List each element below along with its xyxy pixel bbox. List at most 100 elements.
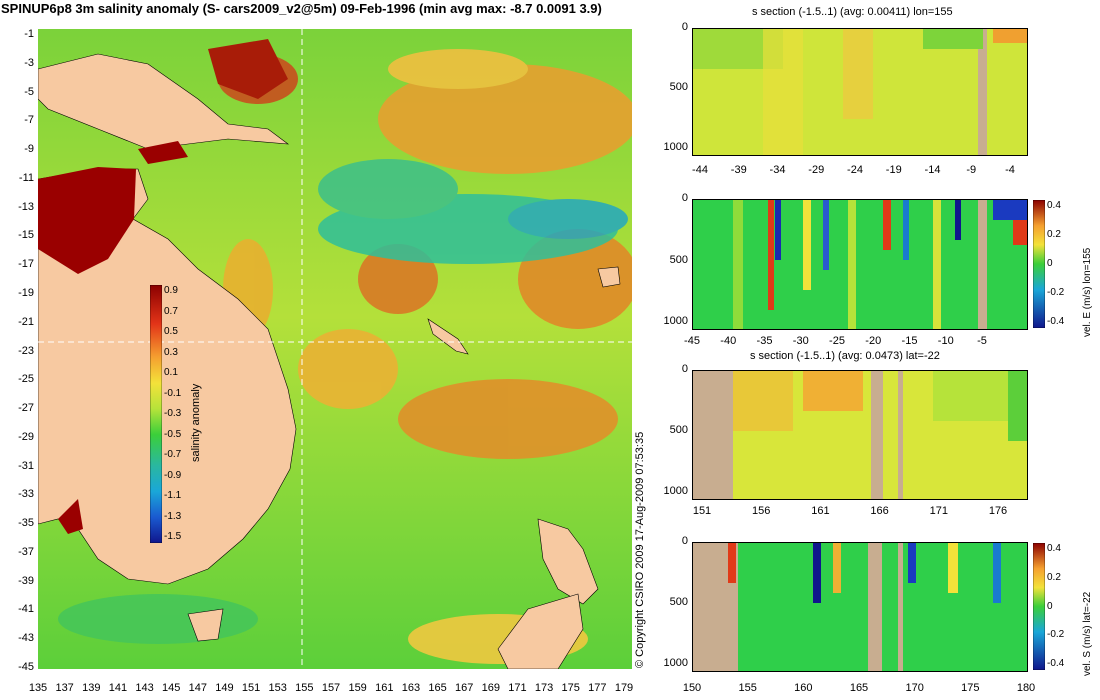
x-tick-label: 171 xyxy=(929,505,948,517)
y-tick-label: -19 xyxy=(18,286,34,299)
velocity-s-colorbar-gradient xyxy=(1033,543,1045,670)
x-tick-label: 175 xyxy=(561,682,580,694)
new-zealand-south xyxy=(497,593,584,669)
tasmania xyxy=(187,608,224,642)
x-tick-label: -15 xyxy=(901,335,918,347)
x-tick-label: 137 xyxy=(55,682,74,694)
x-tick-label: 151 xyxy=(692,505,712,517)
y-tick-label: -33 xyxy=(18,488,34,501)
x-tick-label: 173 xyxy=(534,682,554,694)
section-panel-4-canvas xyxy=(693,543,1027,671)
colorbar-tick-label: 0.1 xyxy=(164,367,178,378)
salinity-colorbar xyxy=(150,285,162,543)
velocity-s-colorbar-ticks: 0.4 0.2 0 -0.2 -0.4 xyxy=(1047,543,1077,670)
x-tick-label: 166 xyxy=(870,505,889,517)
velocity-e-colorbar xyxy=(1033,200,1045,328)
colorbar-tick-label: -0.2 xyxy=(1047,287,1065,298)
y-tick-label: -21 xyxy=(18,315,34,328)
x-tick-label: 161 xyxy=(811,505,830,517)
land-areas xyxy=(38,53,621,669)
y-tick-label: -9 xyxy=(24,143,34,156)
x-tick-label: -44 xyxy=(692,164,708,176)
x-tick-label: -34 xyxy=(769,164,786,176)
x-tick-label: 167 xyxy=(454,682,474,694)
x-tick-label: 145 xyxy=(161,682,181,694)
y-tick-label: -43 xyxy=(18,632,34,645)
colorbar-tick-label: -1.5 xyxy=(164,531,182,542)
colorbar-tick-label: -0.5 xyxy=(164,428,182,440)
section-panel-3[interactable] xyxy=(692,370,1028,500)
y-tick-label: -17 xyxy=(18,258,34,271)
colorbar-tick-label: -1.3 xyxy=(164,510,182,522)
copyright-text: © Copyright CSIRO 2009 17-Aug-2009 07:53… xyxy=(634,431,646,668)
new-caledonia xyxy=(427,318,469,355)
salinity-colorbar-ticks: 0.9 0.7 0.5 0.3 0.1 -0.1 -0.3 -0.5 -0.7 -0.9 -1.1 -… xyxy=(164,285,204,543)
x-tick-label: 177 xyxy=(588,682,607,694)
y-tick-label: 1000 xyxy=(663,141,688,153)
x-tick-label: 171 xyxy=(508,682,527,694)
colorbar-tick-label: 0.3 xyxy=(164,346,178,358)
y-tick-label: 500 xyxy=(669,81,688,93)
panel3-title: s section (-1.5..1) (avg: 0.0473) lat=-2… xyxy=(750,350,940,362)
colorbar-tick-label: -0.3 xyxy=(164,408,182,419)
x-tick-label: -25 xyxy=(829,335,845,347)
y-tick-label: 1000 xyxy=(663,485,688,497)
colorbar-tick-label: 0.4 xyxy=(1047,200,1061,211)
colorbar-tick-label: -0.4 xyxy=(1047,658,1065,669)
section-panel-4[interactable] xyxy=(692,542,1028,672)
colorbar-tick-label: 0.4 xyxy=(1047,543,1061,554)
new-zealand-north xyxy=(537,518,599,605)
colorbar-tick-label: -0.7 xyxy=(164,449,182,460)
x-tick-label: 156 xyxy=(752,505,771,517)
y-tick-label: -37 xyxy=(18,545,34,558)
colorbar-tick-label: 0 xyxy=(1047,600,1053,612)
y-tick-label: 500 xyxy=(669,596,688,608)
colorbar-tick-label: -1.1 xyxy=(164,490,182,501)
salinity-colorbar-label: salinity anomaly xyxy=(190,383,202,462)
panel3-x-axis: 151 156 161 166 171 176 xyxy=(692,505,1026,519)
section-panel-2[interactable] xyxy=(692,199,1028,330)
x-tick-label: -9 xyxy=(966,164,977,176)
x-tick-label: 180 xyxy=(1016,682,1036,694)
y-tick-label: 500 xyxy=(669,253,688,266)
velocity-e-colorbar-ticks: 0.4 0.2 0 -0.2 -0.4 xyxy=(1047,200,1077,328)
velocity-e-colorbar-label: vel. E (m/s) lon=155 xyxy=(1082,247,1093,337)
y-tick-label: -13 xyxy=(18,200,34,213)
x-tick-label: 135 xyxy=(28,682,48,694)
x-tick-label: 160 xyxy=(794,682,813,694)
x-tick-label: 176 xyxy=(988,505,1008,517)
x-tick-label: 161 xyxy=(375,682,394,694)
x-tick-label: 169 xyxy=(481,682,500,694)
x-tick-label: 163 xyxy=(401,682,421,694)
panel4-y-axis: 0 500 1000 xyxy=(654,535,690,670)
velocity-s-colorbar xyxy=(1033,543,1045,670)
colorbar-tick-label: 0.7 xyxy=(164,305,178,317)
new-guinea xyxy=(38,53,290,150)
x-tick-label: 179 xyxy=(614,682,634,694)
y-tick-label: -31 xyxy=(18,459,34,472)
colorbar-tick-label: -0.4 xyxy=(1047,316,1065,327)
panel3-y-axis: 0 500 1000 xyxy=(654,363,690,498)
velocity-e-colorbar-gradient xyxy=(1033,200,1045,328)
y-tick-label: 500 xyxy=(669,424,688,436)
australia xyxy=(38,168,297,585)
y-tick-label: -35 xyxy=(18,517,34,530)
png-north-high xyxy=(208,39,288,99)
y-tick-label: -11 xyxy=(18,171,34,184)
section-panel-2-canvas xyxy=(693,200,1027,329)
x-tick-label: -39 xyxy=(730,164,747,176)
panel2-x-axis: -45 -40 -35 -30 -25 -20 -15 -10 -5 xyxy=(684,335,1026,349)
y-tick-label: -27 xyxy=(18,402,34,415)
panel2-y-axis: 0 500 1000 xyxy=(654,192,690,328)
x-tick-label: 155 xyxy=(295,682,314,694)
x-tick-label: -20 xyxy=(865,335,882,347)
x-tick-label: 159 xyxy=(348,682,367,694)
salinity-map[interactable] xyxy=(38,29,632,669)
x-tick-label: -35 xyxy=(756,335,773,347)
y-tick-label: -29 xyxy=(18,430,34,443)
colorbar-tick-label: 0.5 xyxy=(164,326,178,337)
x-tick-label: -14 xyxy=(924,164,941,176)
gulf-of-carpentaria-high xyxy=(38,167,136,274)
x-tick-label: -10 xyxy=(937,335,954,347)
section-panel-1[interactable] xyxy=(692,28,1028,156)
